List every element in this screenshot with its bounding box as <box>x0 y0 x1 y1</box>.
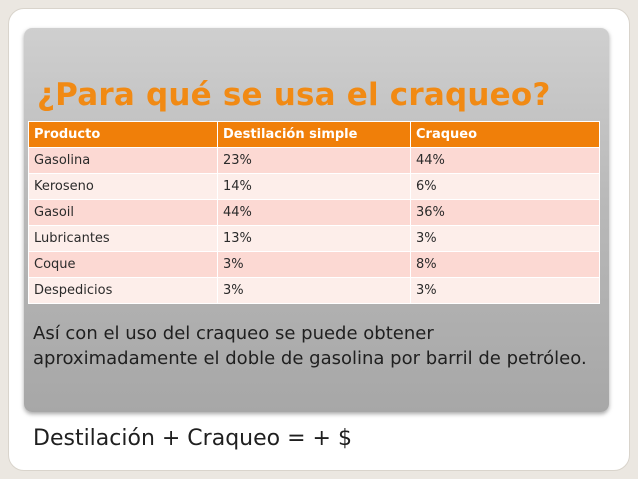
cell-craqueo: 3% <box>410 225 600 252</box>
table-header-row: Producto Destilación simple Craqueo <box>28 121 600 148</box>
table-row: Gasolina 23% 44% <box>28 147 600 174</box>
cell-destilacion: 23% <box>217 147 411 174</box>
table-row: Coque 3% 8% <box>28 251 600 278</box>
table-row: Keroseno 14% 6% <box>28 173 600 200</box>
cell-craqueo: 36% <box>410 199 600 226</box>
cell-producto: Gasoil <box>28 199 218 226</box>
cell-craqueo: 44% <box>410 147 600 174</box>
cell-craqueo: 3% <box>410 277 600 304</box>
table-row: Lubricantes 13% 3% <box>28 225 600 252</box>
header-producto: Producto <box>28 121 218 148</box>
cell-craqueo: 6% <box>410 173 600 200</box>
comparison-table: Producto Destilación simple Craqueo Gaso… <box>28 121 600 304</box>
table-row: Gasoil 44% 36% <box>28 199 600 226</box>
body-paragraph: Así con el uso del craqueo se puede obte… <box>33 323 587 369</box>
table-row: Despedicios 3% 3% <box>28 277 600 304</box>
cell-destilacion: 3% <box>217 277 411 304</box>
cell-producto: Keroseno <box>28 173 218 200</box>
formula-text: Destilación + Craqueo = + $ <box>33 426 352 451</box>
cell-producto: Gasolina <box>28 147 218 174</box>
cell-destilacion: 14% <box>217 173 411 200</box>
cell-destilacion: 44% <box>217 199 411 226</box>
cell-destilacion: 3% <box>217 251 411 278</box>
cell-producto: Coque <box>28 251 218 278</box>
cell-craqueo: 8% <box>410 251 600 278</box>
cell-destilacion: 13% <box>217 225 411 252</box>
cell-producto: Despedicios <box>28 277 218 304</box>
header-craqueo: Craqueo <box>410 121 600 148</box>
slide-title: ¿Para qué se usa el craqueo? <box>37 77 551 113</box>
cell-producto: Lubricantes <box>28 225 218 252</box>
header-destilacion-simple: Destilación simple <box>217 121 411 148</box>
